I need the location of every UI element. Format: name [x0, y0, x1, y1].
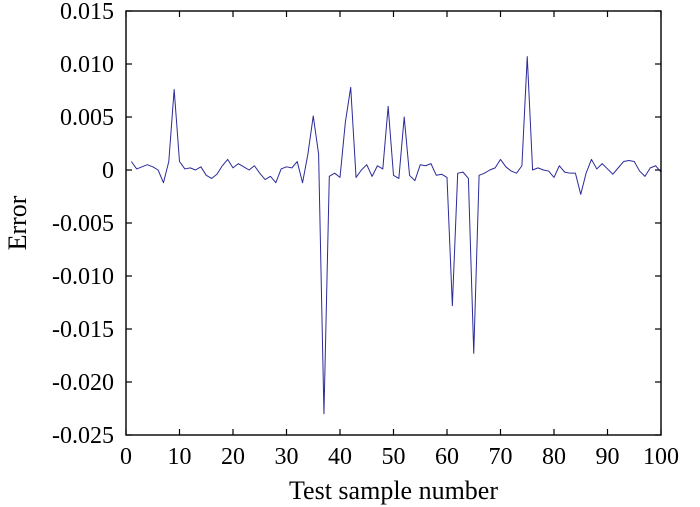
x-tick-label: 80 [542, 444, 566, 470]
x-tick-label: 20 [221, 444, 245, 470]
y-tick-label: 0.005 [60, 105, 114, 131]
series-line [130, 56, 662, 415]
x-tick-label: 60 [435, 444, 459, 470]
x-tick-label: 30 [275, 444, 299, 470]
y-tick-label: -0.015 [52, 317, 114, 343]
plot-frame [125, 10, 662, 436]
y-tick-labels: 0.015 0.010 0.005 0 -0.005 -0.010 -0.015 -0.020… [52, 0, 114, 449]
y-axis-label: Error [3, 195, 32, 250]
x-tick-label: 10 [168, 444, 192, 470]
y-tick-label: 0.010 [60, 52, 114, 78]
x-tick-label: 70 [489, 444, 513, 470]
y-tick-label: 0.015 [60, 0, 114, 25]
x-tick-labels: 0 10 20 30 40 50 60 70 80 90 100 [120, 444, 679, 470]
x-tick-label: 100 [643, 444, 679, 470]
y-tick-label: -0.010 [52, 264, 114, 290]
x-tick-label: 0 [120, 444, 132, 470]
y-tick-label: 0 [102, 158, 114, 184]
y-tick-label: -0.025 [52, 423, 114, 449]
x-axis-label: Test sample number [289, 476, 498, 505]
y-tick-label: -0.005 [52, 211, 114, 237]
x-tick-label: 90 [596, 444, 620, 470]
x-tick-label: 40 [328, 444, 352, 470]
x-tick-label: 50 [382, 444, 406, 470]
y-tick-label: -0.020 [52, 370, 114, 396]
axis-ticks [125, 10, 662, 436]
